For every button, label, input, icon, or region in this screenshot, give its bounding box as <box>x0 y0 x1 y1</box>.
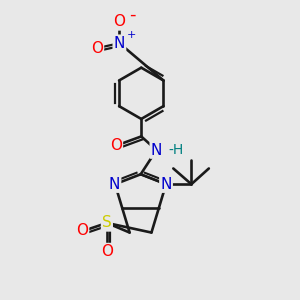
Text: N: N <box>109 177 120 192</box>
Text: +: + <box>126 30 136 40</box>
Text: O: O <box>101 244 113 259</box>
Text: -H: -H <box>169 142 184 157</box>
Text: N: N <box>114 36 125 51</box>
Text: N: N <box>151 142 162 158</box>
Text: O: O <box>113 14 125 29</box>
Text: N: N <box>160 177 172 192</box>
Text: O: O <box>91 41 103 56</box>
Text: -: - <box>129 6 135 24</box>
Text: O: O <box>76 223 88 238</box>
Text: S: S <box>102 215 112 230</box>
Text: O: O <box>110 138 122 153</box>
